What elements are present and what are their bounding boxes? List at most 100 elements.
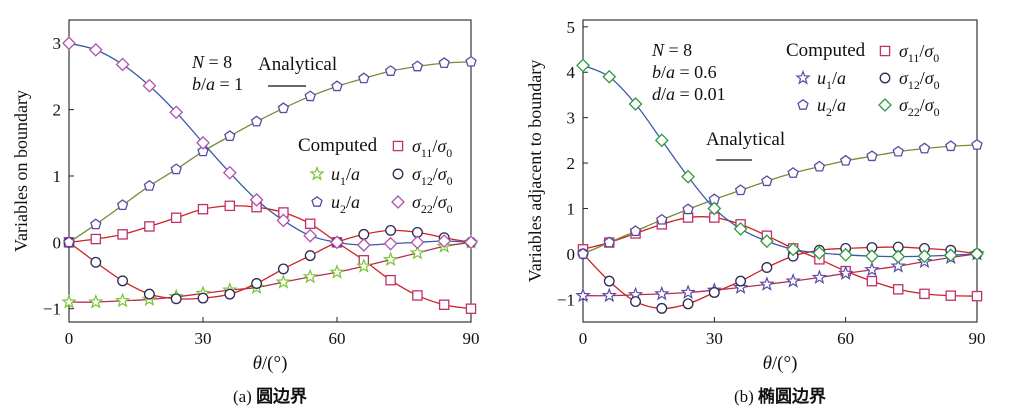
data-point-marker bbox=[412, 290, 423, 301]
data-point-marker bbox=[330, 235, 344, 250]
data-point-marker bbox=[62, 36, 76, 51]
analytical-curve bbox=[582, 246, 978, 310]
legend-entry-label: σ11/σ0 bbox=[899, 41, 939, 65]
data-point-marker bbox=[304, 250, 316, 262]
y-tick-label: −1 bbox=[557, 290, 575, 309]
data-point-marker bbox=[250, 115, 263, 127]
data-point-marker bbox=[602, 69, 617, 84]
legend-marker bbox=[879, 72, 891, 84]
y-tick-label: 2 bbox=[567, 154, 576, 173]
legend-entry-label: σ12/σ0 bbox=[412, 164, 453, 188]
data-point-marker bbox=[864, 261, 880, 277]
data-point-marker bbox=[115, 57, 130, 72]
data-point-marker bbox=[811, 269, 828, 285]
parameter-text: N = 8 bbox=[191, 52, 232, 72]
data-point-marker bbox=[304, 90, 316, 102]
data-point-marker bbox=[277, 102, 290, 114]
data-point-marker bbox=[943, 248, 958, 263]
data-point-marker bbox=[116, 199, 129, 211]
x-tick-label: 90 bbox=[463, 329, 480, 348]
data-point-marker bbox=[465, 303, 477, 314]
x-axis-label: θ/(°) bbox=[253, 353, 288, 374]
series-220 bbox=[62, 36, 478, 252]
data-point-marker bbox=[891, 249, 906, 264]
plot-frame bbox=[68, 19, 472, 323]
legend-marker bbox=[879, 45, 891, 57]
data-point-marker bbox=[438, 57, 450, 68]
legend-analytical-label: Analytical bbox=[258, 54, 337, 75]
data-point-marker bbox=[892, 145, 904, 157]
data-point-marker bbox=[169, 105, 184, 120]
data-point-marker bbox=[356, 238, 371, 252]
data-point-marker bbox=[303, 228, 318, 243]
data-point-marker bbox=[656, 302, 668, 314]
plot-frame bbox=[582, 19, 978, 323]
x-tick-label: 60 bbox=[837, 329, 854, 348]
data-point-marker bbox=[277, 263, 289, 275]
data-point-marker bbox=[630, 296, 641, 308]
data-point-marker bbox=[865, 249, 879, 264]
data-point-marker bbox=[603, 236, 615, 248]
data-point-marker bbox=[971, 290, 983, 302]
data-point-marker bbox=[358, 228, 370, 240]
x-tick-label: 0 bbox=[579, 329, 588, 348]
data-point-marker bbox=[411, 60, 424, 72]
analytical-curve bbox=[582, 216, 978, 297]
parameter-text: d/a = 0.01 bbox=[652, 84, 726, 104]
data-point-marker bbox=[88, 293, 104, 309]
data-point-marker bbox=[761, 175, 773, 187]
data-point-marker bbox=[409, 244, 426, 260]
data-point-marker bbox=[732, 279, 749, 295]
data-point-marker bbox=[917, 249, 932, 264]
data-point-marker bbox=[275, 274, 292, 289]
x-tick-label: 90 bbox=[969, 329, 986, 348]
data-point-marker bbox=[629, 225, 642, 237]
data-point-marker bbox=[224, 130, 236, 142]
analytical-curve bbox=[582, 64, 978, 258]
data-point-marker bbox=[142, 78, 157, 93]
data-point-marker bbox=[708, 287, 720, 298]
analytical-curve bbox=[68, 241, 472, 303]
legend-entry-label: u1/a bbox=[817, 68, 846, 92]
data-point-marker bbox=[707, 201, 722, 216]
parameter-text: b/a = 1 bbox=[192, 74, 243, 94]
legend-marker bbox=[795, 69, 811, 85]
data-point-marker bbox=[945, 290, 956, 301]
x-tick-label: 30 bbox=[195, 329, 212, 348]
data-point-marker bbox=[918, 142, 931, 154]
y-tick-label: 2 bbox=[53, 101, 62, 120]
data-point-marker bbox=[197, 292, 209, 304]
y-tick-label: 1 bbox=[567, 199, 576, 218]
analytical-curve bbox=[68, 229, 472, 300]
data-point-marker bbox=[759, 276, 775, 291]
data-point-marker bbox=[575, 287, 591, 303]
legend-computed-label: Computed bbox=[298, 135, 378, 156]
legend-marker bbox=[311, 195, 323, 207]
data-point-marker bbox=[945, 140, 957, 152]
data-point-marker bbox=[88, 42, 103, 57]
analytical-curve bbox=[582, 253, 978, 297]
data-point-marker bbox=[682, 203, 694, 215]
data-point-marker bbox=[577, 247, 589, 259]
x-axis-label: θ/(°) bbox=[763, 353, 798, 374]
data-point-marker bbox=[304, 218, 316, 230]
parameter-text: N = 8 bbox=[651, 40, 692, 60]
y-tick-label: 4 bbox=[567, 63, 576, 82]
data-point-marker bbox=[170, 163, 182, 175]
legend-entry-label: σ22/σ0 bbox=[412, 192, 453, 216]
data-point-marker bbox=[224, 288, 236, 300]
legend-entry-label: u2/a bbox=[331, 192, 360, 216]
legend-marker bbox=[309, 165, 325, 181]
data-point-marker bbox=[866, 275, 878, 287]
data-point-marker bbox=[785, 273, 801, 288]
series-u2a bbox=[577, 138, 983, 259]
data-point-marker bbox=[117, 229, 128, 240]
legend-marker bbox=[392, 168, 404, 180]
data-point-marker bbox=[813, 160, 826, 172]
data-point-marker bbox=[682, 212, 694, 223]
data-point-marker bbox=[837, 265, 854, 280]
data-point-marker bbox=[385, 224, 397, 236]
data-point-marker bbox=[197, 203, 209, 215]
